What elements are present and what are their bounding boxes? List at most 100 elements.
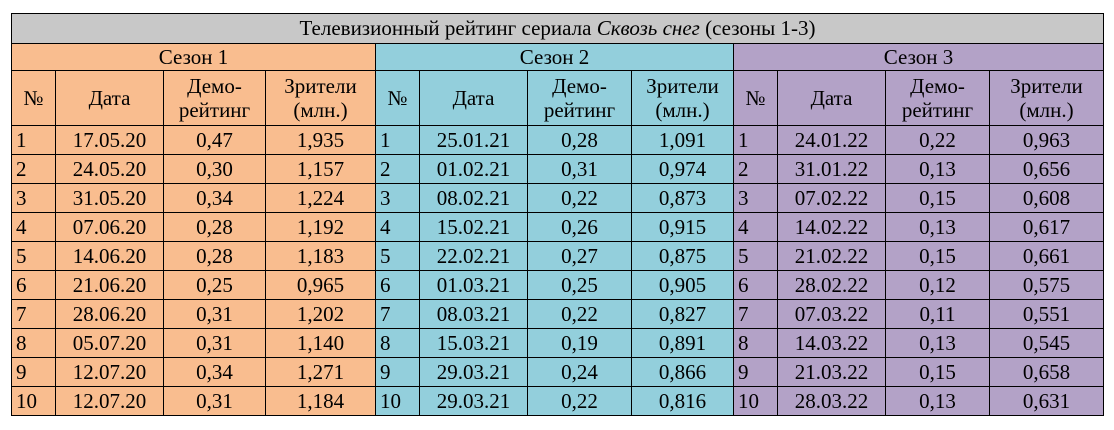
season-2-viewers-cell: 0,816: [631, 386, 734, 416]
column-header-line: №: [23, 86, 44, 110]
column-header-line: Дата: [88, 86, 131, 110]
column-header-row: № Дата Демо-рейтинг Зрители (млн.) № Дата Демо-…: [11, 70, 1104, 126]
season-2-viewers-cell: 0,875: [631, 241, 734, 271]
season-3-demo-rating-cell: 0,15: [885, 357, 990, 387]
column-header-line: (млн.): [293, 98, 348, 122]
season-3-demo-rating-cell: 0,12: [885, 270, 990, 300]
season-3-demo-rating-cell: 0,13: [885, 212, 990, 242]
season-3-viewers-cell: 0,661: [989, 241, 1104, 271]
season-2-demo-rating-cell: 0,22: [527, 183, 632, 213]
season-2-demo-rating-cell: 0,19: [527, 328, 632, 358]
season-1-air-date-cell: 28.06.20: [55, 299, 164, 329]
season-2-episode-number-cell: 3: [375, 183, 420, 213]
season-2-air-date-cell: 01.03.21: [419, 270, 528, 300]
season-2-demo-rating-cell: 0,27: [527, 241, 632, 271]
season-1-air-date-cell: 07.06.20: [55, 212, 164, 242]
season-1-air-date-cell: 31.05.20: [55, 183, 164, 213]
season-3-col-num-header: №: [733, 70, 778, 126]
season-3-demo-rating-cell: 0,15: [885, 241, 990, 271]
season-1-col-viewers-header: Зрители (млн.): [265, 70, 376, 126]
season-1-col-num-header: №: [11, 70, 56, 126]
season-3-air-date-cell: 14.02.22: [777, 212, 886, 242]
column-header-line: рейтинг: [901, 98, 974, 122]
season-1-episode-number-cell: 3: [11, 183, 56, 213]
season-2-air-date-cell: 15.03.21: [419, 328, 528, 358]
season-1-viewers-cell: 1,192: [265, 212, 376, 242]
season-3-air-date-cell: 24.01.22: [777, 125, 886, 155]
column-header-line: (млн.): [655, 98, 710, 122]
season-1-air-date-cell: 21.06.20: [55, 270, 164, 300]
season-1-demo-rating-cell: 0,28: [163, 241, 266, 271]
ratings-table: Телевизионный рейтинг сериала Сквозь сне…: [11, 13, 1104, 416]
season-2-episode-number-cell: 10: [375, 386, 420, 416]
table-row: 9 12.07.20 0,34 1,271 9 29.03.21 0,24 0,866 9 21.…: [11, 357, 1104, 387]
season-1-viewers-cell: 1,184: [265, 386, 376, 416]
season-2-viewers-cell: 0,974: [631, 154, 734, 184]
season-1-viewers-cell: 1,140: [265, 328, 376, 358]
table-row: 8 05.07.20 0,31 1,140 8 15.03.21 0,19 0,891 8 14.…: [11, 328, 1104, 358]
season-3-episode-number-cell: 6: [733, 270, 778, 300]
table-title: Телевизионный рейтинг сериала Сквозь сне…: [11, 13, 1104, 44]
season-2-air-date-cell: 08.03.21: [419, 299, 528, 329]
season-3-air-date-cell: 28.02.22: [777, 270, 886, 300]
season-1-demo-rating-cell: 0,28: [163, 212, 266, 242]
season-2-episode-number-cell: 8: [375, 328, 420, 358]
season-1-col-demo-rating-header: Демо-рейтинг: [163, 70, 266, 126]
season-1-episode-number-cell: 6: [11, 270, 56, 300]
season-3-viewers-cell: 0,545: [989, 328, 1104, 358]
season-2-demo-rating-cell: 0,31: [527, 154, 632, 184]
season-2-episode-number-cell: 6: [375, 270, 420, 300]
season-2-viewers-cell: 0,915: [631, 212, 734, 242]
season-1-episode-number-cell: 2: [11, 154, 56, 184]
season-2-col-date-header: Дата: [419, 70, 528, 126]
season-2-air-date-cell: 25.01.21: [419, 125, 528, 155]
table-row: 10 12.07.20 0,31 1,184 10 29.03.21 0,22 0,816 10…: [11, 386, 1104, 416]
season-2-viewers-cell: 1,091: [631, 125, 734, 155]
season-1-demo-rating-cell: 0,25: [163, 270, 266, 300]
season-3-viewers-cell: 0,656: [989, 154, 1104, 184]
season-2-viewers-cell: 0,827: [631, 299, 734, 329]
season-2-air-date-cell: 22.02.21: [419, 241, 528, 271]
season-1-episode-number-cell: 4: [11, 212, 56, 242]
season-1-air-date-cell: 12.07.20: [55, 386, 164, 416]
season-1-air-date-cell: 14.06.20: [55, 241, 164, 271]
season-3-viewers-cell: 0,575: [989, 270, 1104, 300]
season-3-episode-number-cell: 4: [733, 212, 778, 242]
season-3-col-date-header: Дата: [777, 70, 886, 126]
season-1-air-date-cell: 05.07.20: [55, 328, 164, 358]
column-header-line: Демо-: [187, 74, 242, 98]
table-title-suffix: (сезоны 1-3): [699, 16, 816, 40]
season-2-demo-rating-cell: 0,24: [527, 357, 632, 387]
season-2-air-date-cell: 15.02.21: [419, 212, 528, 242]
season-1-demo-rating-cell: 0,30: [163, 154, 266, 184]
season-2-episode-number-cell: 4: [375, 212, 420, 242]
season-2-episode-number-cell: 5: [375, 241, 420, 271]
column-header-line: Зрители: [1010, 74, 1083, 98]
season-1-air-date-cell: 12.07.20: [55, 357, 164, 387]
column-header-line: (млн.): [1019, 98, 1074, 122]
column-header-line: №: [387, 86, 408, 110]
season-3-demo-rating-cell: 0,11: [885, 299, 990, 329]
season-3-viewers-cell: 0,551: [989, 299, 1104, 329]
season-3-viewers-cell: 0,608: [989, 183, 1104, 213]
season-1-viewers-cell: 0,965: [265, 270, 376, 300]
season-1-episode-number-cell: 7: [11, 299, 56, 329]
season-3-air-date-cell: 21.02.22: [777, 241, 886, 271]
column-header-line: Дата: [810, 86, 853, 110]
season-3-air-date-cell: 28.03.22: [777, 386, 886, 416]
season-2-col-num-header: №: [375, 70, 420, 126]
season-1-col-date-header: Дата: [55, 70, 164, 126]
season-1-episode-number-cell: 1: [11, 125, 56, 155]
season-2-demo-rating-cell: 0,22: [527, 299, 632, 329]
season-1-demo-rating-cell: 0,34: [163, 183, 266, 213]
column-header-line: Зрители: [646, 74, 719, 98]
season-2-viewers-cell: 0,905: [631, 270, 734, 300]
season-2-demo-rating-cell: 0,22: [527, 386, 632, 416]
season-3-viewers-cell: 0,617: [989, 212, 1104, 242]
column-header-line: №: [745, 86, 766, 110]
column-header-line: Демо-: [910, 74, 965, 98]
season-3-episode-number-cell: 5: [733, 241, 778, 271]
season-2-episode-number-cell: 1: [375, 125, 420, 155]
season-3-episode-number-cell: 8: [733, 328, 778, 358]
season-2-episode-number-cell: 7: [375, 299, 420, 329]
